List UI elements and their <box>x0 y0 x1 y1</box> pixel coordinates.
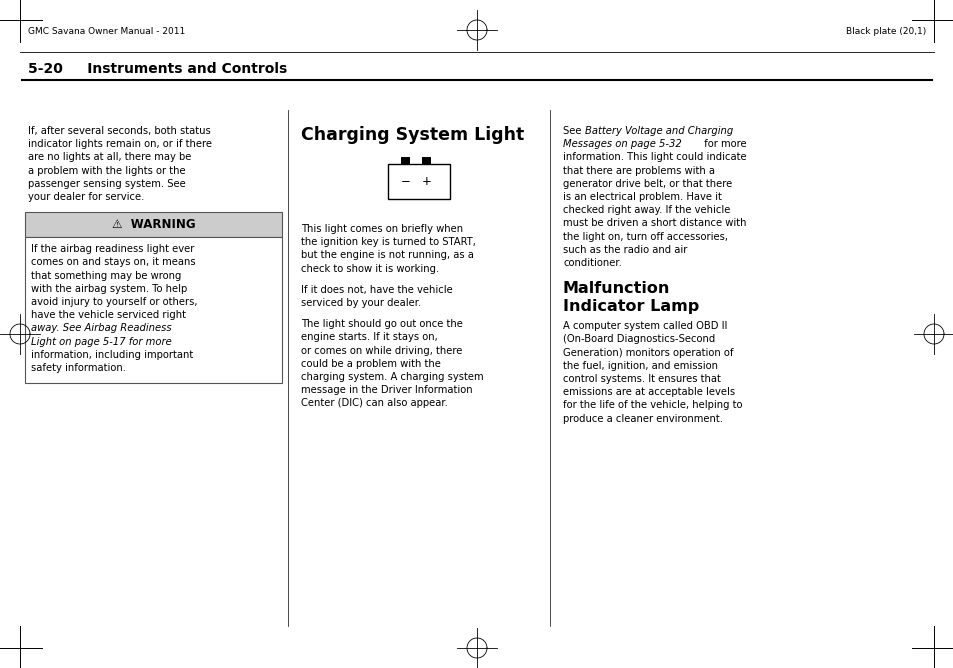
Text: such as the radio and air: such as the radio and air <box>562 244 687 255</box>
Text: is an electrical problem. Have it: is an electrical problem. Have it <box>562 192 721 202</box>
Text: a problem with the lights or the: a problem with the lights or the <box>28 166 186 176</box>
Text: checked right away. If the vehicle: checked right away. If the vehicle <box>562 205 730 215</box>
Text: Messages on page 5-32: Messages on page 5-32 <box>562 139 681 149</box>
Text: the fuel, ignition, and emission: the fuel, ignition, and emission <box>562 361 718 371</box>
Text: −: − <box>400 175 410 188</box>
Text: This light comes on briefly when: This light comes on briefly when <box>301 224 462 234</box>
Text: away. See Airbag Readiness: away. See Airbag Readiness <box>30 323 172 333</box>
Bar <box>421 158 431 164</box>
Bar <box>400 158 410 164</box>
Text: for the life of the vehicle, helping to: for the life of the vehicle, helping to <box>562 400 741 410</box>
Text: engine starts. If it stays on,: engine starts. If it stays on, <box>301 333 437 343</box>
Text: passenger sensing system. See: passenger sensing system. See <box>28 179 186 189</box>
Text: 5-20     Instruments and Controls: 5-20 Instruments and Controls <box>28 62 287 76</box>
Text: information. This light could indicate: information. This light could indicate <box>562 152 746 162</box>
Text: Battery Voltage and Charging: Battery Voltage and Charging <box>584 126 733 136</box>
Text: safety information.: safety information. <box>30 363 126 373</box>
Text: Charging System Light: Charging System Light <box>301 126 524 144</box>
Text: GMC Savana Owner Manual - 2011: GMC Savana Owner Manual - 2011 <box>28 27 185 37</box>
Text: with the airbag system. To help: with the airbag system. To help <box>30 284 187 294</box>
Text: information, including important: information, including important <box>30 350 193 360</box>
Text: avoid injury to yourself or others,: avoid injury to yourself or others, <box>30 297 197 307</box>
Text: produce a cleaner environment.: produce a cleaner environment. <box>562 413 722 424</box>
Text: A computer system called OBD II: A computer system called OBD II <box>562 321 726 331</box>
Text: control systems. It ensures that: control systems. It ensures that <box>562 374 720 384</box>
Text: or comes on while driving, there: or comes on while driving, there <box>301 345 462 355</box>
Text: (On-Board Diagnostics-Second: (On-Board Diagnostics-Second <box>562 335 715 345</box>
Bar <box>25 237 282 383</box>
Text: +: + <box>421 175 431 188</box>
Text: for more: for more <box>700 139 746 149</box>
Text: Generation) monitors operation of: Generation) monitors operation of <box>562 347 733 357</box>
Text: conditioner.: conditioner. <box>562 258 621 268</box>
Text: See: See <box>562 126 584 136</box>
Text: must be driven a short distance with: must be driven a short distance with <box>562 218 745 228</box>
Text: check to show it is working.: check to show it is working. <box>301 264 438 274</box>
Text: Light on page 5-17 for more: Light on page 5-17 for more <box>30 337 172 347</box>
Text: Malfunction
Indicator Lamp: Malfunction Indicator Lamp <box>562 281 699 313</box>
Text: If, after several seconds, both status: If, after several seconds, both status <box>28 126 211 136</box>
Text: generator drive belt, or that there: generator drive belt, or that there <box>562 179 732 189</box>
Text: If it does not, have the vehicle: If it does not, have the vehicle <box>301 285 453 295</box>
Text: that there are problems with a: that there are problems with a <box>562 166 714 176</box>
Text: are no lights at all, there may be: are no lights at all, there may be <box>28 152 192 162</box>
Text: that something may be wrong: that something may be wrong <box>30 271 181 281</box>
Text: but the engine is not running, as a: but the engine is not running, as a <box>301 250 474 261</box>
Text: have the vehicle serviced right: have the vehicle serviced right <box>30 310 186 320</box>
Text: message in the Driver Information: message in the Driver Information <box>301 385 472 395</box>
Text: emissions are at acceptable levels: emissions are at acceptable levels <box>562 387 735 397</box>
Text: indicator lights remain on, or if there: indicator lights remain on, or if there <box>28 139 212 149</box>
Text: the ignition key is turned to START,: the ignition key is turned to START, <box>301 237 476 247</box>
Bar <box>25 212 282 237</box>
Bar <box>388 164 450 199</box>
Text: charging system. A charging system: charging system. A charging system <box>301 372 483 382</box>
Text: Center (DIC) can also appear.: Center (DIC) can also appear. <box>301 398 447 408</box>
Text: could be a problem with the: could be a problem with the <box>301 359 440 369</box>
Text: Black plate (20,1): Black plate (20,1) <box>845 27 925 37</box>
Text: your dealer for service.: your dealer for service. <box>28 192 144 202</box>
Text: serviced by your dealer.: serviced by your dealer. <box>301 298 421 308</box>
Text: the light on, turn off accessories,: the light on, turn off accessories, <box>562 232 727 242</box>
Text: ⚠  WARNING: ⚠ WARNING <box>112 218 195 231</box>
Text: The light should go out once the: The light should go out once the <box>301 319 462 329</box>
Text: If the airbag readiness light ever: If the airbag readiness light ever <box>30 244 194 255</box>
Text: comes on and stays on, it means: comes on and stays on, it means <box>30 257 195 267</box>
